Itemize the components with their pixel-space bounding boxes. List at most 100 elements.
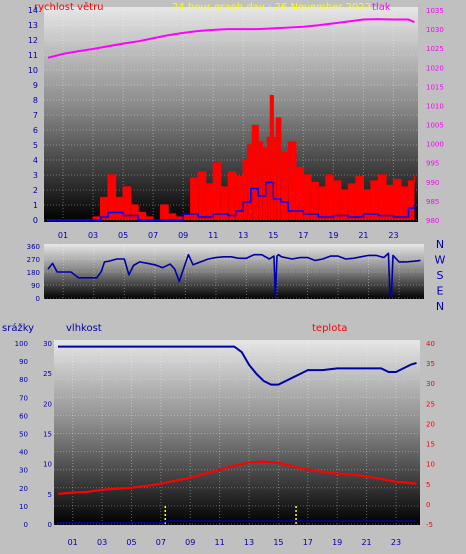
wind-gust-bar (310, 182, 319, 220)
pressure-line (47, 18, 415, 59)
x-tick-label: 13 (244, 538, 254, 547)
wind-gust-bar (198, 172, 206, 220)
humidity-panel-bg (54, 340, 420, 525)
direction-panel-bg (44, 244, 424, 299)
x-tick-label: 09 (185, 538, 195, 547)
wind-gust-bar (325, 175, 334, 220)
humidity-y-tick-label: 60 (19, 412, 28, 420)
x-tick-label: 13 (238, 231, 248, 240)
direction-compass-label: S (437, 269, 444, 282)
wind-y-tick-label: 11 (28, 51, 38, 60)
humidity-y-tick-label: 70 (19, 394, 28, 402)
wind-gust-bar (93, 217, 101, 220)
x-tick-label: 11 (208, 231, 218, 240)
wind-gust-bar (385, 185, 394, 220)
pressure-y-tick-label: 1020 (426, 64, 444, 72)
wind-y-tick-label: 2 (33, 186, 38, 195)
direction-y-tick-label: 270 (27, 256, 40, 264)
pressure-y-tick-label: 1010 (426, 102, 444, 110)
pressure-y-tick-label: 1025 (426, 45, 444, 53)
wind-gust-bar (333, 181, 341, 220)
wind-gust-bar (393, 179, 401, 220)
direction-compass-label: E (437, 285, 444, 298)
direction-y-tick-label: 90 (31, 282, 40, 290)
wind-y-tick-label: 7 (33, 111, 38, 120)
wind-gust-bar (252, 125, 259, 220)
pressure-label: tlak (372, 2, 391, 13)
wind-direction-line (47, 252, 421, 299)
temperature-y-tick-label: 20 (426, 420, 435, 428)
pressure-y-tick-label: 990 (426, 179, 439, 187)
wind-gust-bar (318, 187, 326, 220)
series-layer (47, 18, 421, 524)
temperature-y-tick-label: 30 (426, 380, 435, 388)
pressure-y-tick-label: 1030 (426, 26, 444, 34)
humidity-y-tick-label: 40 (19, 449, 28, 457)
wind-gust-bar (280, 152, 289, 220)
wind-gust-bar (123, 187, 131, 220)
wind-gust-bar (303, 175, 311, 220)
direction-compass-label: N (436, 238, 444, 251)
pressure-y-tick-label: 1005 (426, 122, 444, 130)
wind-gust-bar (400, 187, 409, 220)
wind-gust-bar (270, 95, 274, 220)
x-tick-label: 03 (88, 231, 98, 240)
rain-total-line (58, 520, 417, 524)
wind-gust-bar (205, 184, 214, 220)
temperature-y-tick-label: 40 (426, 340, 435, 348)
temperature-y-tick-label: 10 (426, 461, 435, 469)
pressure-y-tick-label: 980 (426, 217, 439, 225)
x-tick-label: 09 (178, 231, 188, 240)
wind-gust-bar (138, 212, 146, 220)
rain-y-tick-label: 15 (43, 431, 52, 439)
rain-y-tick-label: 20 (43, 400, 52, 408)
x-tick-label: 21 (358, 231, 368, 240)
humidity-y-tick-label: 0 (24, 521, 28, 529)
wind-gust-bar (243, 160, 248, 220)
temperature-y-tick-label: 15 (426, 441, 435, 449)
humidity-y-tick-label: 20 (19, 485, 28, 493)
rain-y-tick-label: 30 (43, 340, 52, 348)
humidity-y-tick-label: 30 (19, 467, 28, 475)
wind-gust-bar (168, 214, 176, 220)
wind-gust-bar (267, 137, 271, 220)
direction-y-tick-label: 180 (27, 269, 40, 277)
wind-gust-bar (276, 118, 281, 220)
wind-gust-bar (295, 167, 304, 220)
pressure-y-tick-label: 985 (426, 198, 439, 206)
rain-y-tick-label: 10 (43, 461, 52, 469)
humidity-line (58, 345, 417, 386)
x-tick-label: 07 (148, 231, 158, 240)
x-tick-label: 03 (97, 538, 107, 547)
wind-y-tick-label: 5 (33, 141, 38, 150)
x-tick-label: 01 (58, 231, 68, 240)
wind-gust-bar (115, 197, 124, 220)
direction-y-tick-label: 360 (27, 243, 40, 251)
pressure-y-tick-label: 1015 (426, 83, 444, 91)
wind-gust-bar (145, 217, 154, 220)
wind-label: rychlost větru (34, 1, 104, 13)
wind-gust-bar (213, 163, 221, 220)
wind-gust-bar (378, 175, 386, 220)
wind-gust-bar (258, 142, 263, 220)
humidity-axis-label: vlhkost (66, 323, 102, 334)
x-tick-label: 23 (388, 231, 398, 240)
wind-y-tick-label: 13 (28, 21, 38, 30)
chart-title: 24 hour graph day : 26 November 2022 (172, 2, 371, 13)
rain-y-tick-label: 5 (48, 491, 52, 499)
wind-gust-bar (235, 176, 244, 220)
wind-y-tick-label: 0 (33, 216, 38, 225)
rain-y-tick-label: 0 (48, 521, 52, 529)
wind-gust-bar (288, 142, 296, 220)
wind-y-tick-label: 12 (28, 36, 38, 45)
wind-gust-bar (273, 137, 277, 220)
pressure-y-tick-label: 995 (426, 160, 439, 168)
x-tick-label: 21 (361, 538, 371, 547)
temperature-y-tick-label: 25 (426, 400, 435, 408)
pressure-y-tick-label: 1000 (426, 141, 444, 149)
wind-gust-bar (262, 148, 268, 220)
temperature-y-tick-label: 5 (426, 481, 430, 489)
temperature-axis-label: teplota (312, 323, 347, 334)
wind-y-tick-label: 14 (28, 6, 38, 15)
